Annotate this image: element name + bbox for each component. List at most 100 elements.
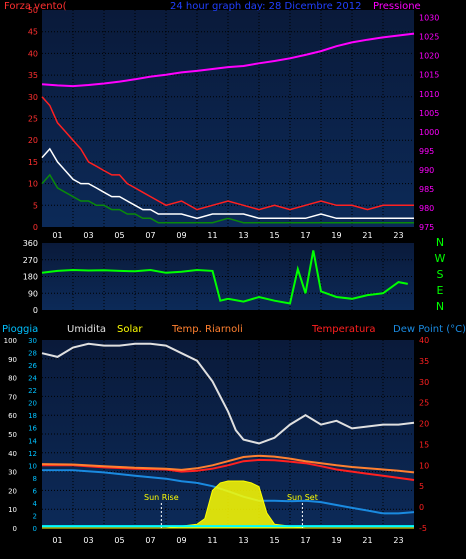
hour-tick-label: 19 (331, 231, 341, 240)
direction-degree-labels: 0 90 180 270 360 (23, 239, 38, 315)
rain-humidity-tick-label: 10 (8, 506, 17, 514)
temperature-tick-label: 10 (419, 461, 429, 470)
secondary-tick-label: 4 (33, 500, 38, 508)
hour-tick-label: 23 (393, 536, 403, 545)
rain-humidity-tick-label: 70 (8, 393, 17, 401)
wind-tick-label: 30 (28, 93, 38, 102)
secondary-tick-label: 6 (33, 487, 38, 495)
wind-pressure-series (41, 32, 415, 224)
rain-humidity-tick-label: 0 (13, 525, 17, 533)
hour-tick-label: 21 (362, 231, 372, 240)
sun-annotations: Sun Rise Sun Set (144, 493, 318, 528)
series-gust-line (41, 96, 414, 211)
legend-label: Dew Point (°C) (393, 324, 466, 335)
pressure-tick-label: 1030 (419, 14, 439, 23)
wind-tick-label: 5 (33, 201, 38, 210)
series-average-line (41, 147, 414, 220)
secondary-tick-label: 14 (28, 437, 37, 445)
rain-humidity-tick-label: 80 (8, 375, 17, 383)
hour-tick-label: 15 (269, 231, 279, 240)
hour-tick-label: 03 (83, 231, 93, 240)
series-humidity-line (41, 342, 415, 445)
sun-annotation-label: Sun Rise (144, 493, 179, 502)
direction-degree-label: 90 (28, 289, 38, 298)
legend-label: Umidita (67, 324, 106, 335)
secondary-tick-label: 8 (33, 475, 37, 483)
direction-grid (42, 243, 414, 310)
wind-pressure-grid (42, 10, 414, 227)
hour-tick-label: 01 (52, 231, 62, 240)
hour-tick-label: 19 (331, 536, 341, 545)
direction-series (41, 250, 408, 305)
secondary-tick-label: 0 (33, 525, 37, 533)
direction-degree-label: 180 (23, 273, 38, 282)
secondary-tick-label: 10 (28, 462, 37, 470)
series-pressure-line (41, 32, 415, 88)
rain-humidity-tick-labels: 0 10 20 30 40 50 60 70 80 90 100 (4, 337, 17, 533)
wind-tick-label: 20 (28, 136, 38, 145)
wind-tick-label: 40 (28, 49, 38, 58)
rain-humidity-tick-label: 60 (8, 412, 17, 420)
legend-label: Pioggia (2, 324, 38, 335)
compass-label: W (435, 252, 446, 265)
secondary-tick-label: 16 (28, 425, 37, 433)
hour-tick-label: 21 (362, 536, 372, 545)
compass-label: E (437, 284, 444, 297)
legend-label: Temp. Riarnoli (171, 324, 243, 335)
rain-humidity-tick-label: 20 (8, 487, 17, 495)
legend-label: Solar (117, 324, 143, 335)
secondary-tick-label: 12 (28, 450, 37, 458)
secondary-tick-label: 18 (28, 412, 37, 420)
secondary-tick-label: 26 (28, 362, 37, 370)
wind-tick-labels: 0 5 10 15 20 25 30 35 40 45 50 (28, 6, 38, 232)
temperature-tick-label: 35 (419, 357, 429, 366)
hour-tick-label: 11 (207, 536, 217, 545)
rain-humidity-tick-label: 100 (4, 337, 17, 345)
hour-tick-label: 05 (114, 231, 124, 240)
hour-tick-label: 15 (269, 536, 279, 545)
hour-tick-label: 07 (145, 231, 155, 240)
sun-annotation-label: Sun Set (287, 493, 318, 502)
rain-humidity-tick-label: 50 (8, 431, 17, 439)
wind-tick-label: 15 (28, 158, 38, 167)
wind-tick-label: 50 (28, 6, 38, 15)
hour-tick-label: 03 (83, 536, 93, 545)
wind-tick-label: 10 (28, 180, 38, 189)
temperature-tick-labels: -5 0 5 10 15 20 25 30 35 40 (419, 336, 429, 533)
rain-humidity-tick-label: 40 (8, 450, 17, 458)
pressure-tick-label: 975 (419, 223, 434, 232)
secondary-tick-label: 20 (28, 400, 37, 408)
pressure-tick-label: 1010 (419, 90, 439, 99)
pressure-tick-label: 980 (419, 204, 434, 213)
pressure-tick-labels: 975 980 985 990 995 1000 1005 1010 1015 1020 1025 1… (419, 14, 439, 232)
temperature-tick-label: 40 (419, 336, 429, 345)
series-wind-line (41, 173, 414, 224)
temperature-tick-label: 20 (419, 420, 429, 429)
temperature-legend: Pioggia Umidita Solar Temp. Riarnoli Tempera… (2, 324, 466, 335)
temperature-tick-label: 0 (419, 503, 424, 512)
pressure-tick-label: 1020 (419, 52, 439, 61)
hour-tick-label: 11 (207, 231, 217, 240)
hour-tick-label: 01 (52, 536, 62, 545)
temperature-tick-label: 30 (419, 378, 429, 387)
direction-degree-label: 360 (23, 239, 38, 248)
compass-label: N (436, 300, 444, 313)
rain-humidity-tick-label: 30 (8, 469, 17, 477)
hour-tick-label: 17 (300, 231, 310, 240)
legend-label: Temperatura (311, 324, 376, 335)
compass-label: S (437, 268, 444, 281)
wind-pressure-panel: Forza vento( 24 hour graph day: 28 Dicem… (4, 1, 439, 240)
pressure-tick-label: 990 (419, 166, 434, 175)
rain-humidity-tick-label: 90 (8, 356, 17, 364)
pressure-tick-label: 995 (419, 147, 434, 156)
secondary-tick-label: 2 (33, 512, 37, 520)
secondary-tick-label: 28 (28, 350, 37, 358)
secondary-tick-label: 22 (28, 387, 37, 395)
hour-tick-label: 09 (176, 231, 186, 240)
temperature-tick-label: 5 (419, 482, 424, 491)
hour-tick-label: 13 (238, 231, 248, 240)
